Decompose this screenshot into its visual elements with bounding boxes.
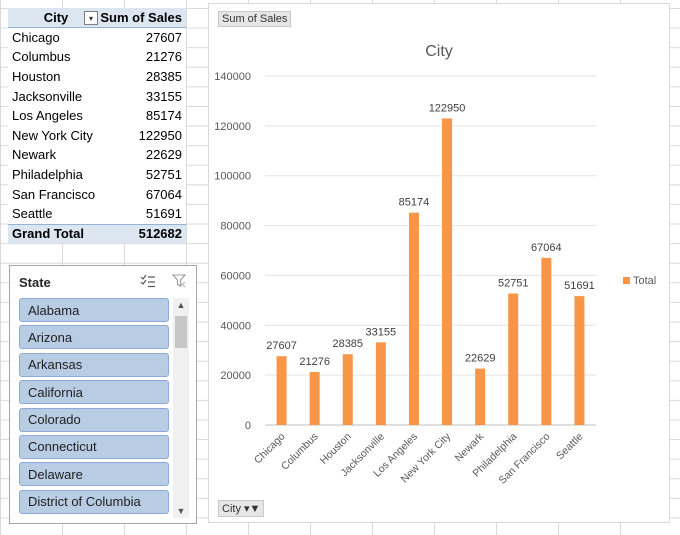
slicer-item[interactable]: California	[19, 380, 169, 405]
bar	[408, 212, 419, 425]
data-label: 52751	[498, 277, 529, 289]
data-label: 22629	[465, 353, 496, 365]
sum-of-sales-field-button[interactable]: Sum of Sales	[218, 11, 292, 27]
pivot-sales-cell: 33155	[145, 88, 182, 104]
bar	[508, 293, 519, 425]
bar	[442, 118, 453, 426]
slicer-item[interactable]: Arkansas	[19, 352, 169, 377]
pivot-city-cell: Los Angeles	[12, 108, 83, 124]
y-tick-label: 120000	[214, 121, 251, 133]
bar	[342, 354, 353, 425]
pivot-city-cell: Newark	[12, 147, 57, 163]
y-tick-label: 40000	[220, 320, 251, 332]
pivot-data-row: Seattle 51691	[8, 204, 186, 224]
data-label: 21276	[299, 356, 330, 368]
bar	[541, 257, 552, 425]
pivot-data-row: Newark 22629	[8, 145, 186, 165]
pivot-city-cell: Chicago	[12, 29, 60, 45]
pivot-data-row: New York City 122950	[8, 126, 186, 146]
legend-label: Total	[633, 275, 656, 287]
multi-select-icon[interactable]	[140, 274, 156, 291]
pivot-city-cell: Jacksonville	[12, 88, 83, 104]
y-tick-label: 0	[245, 420, 251, 432]
slicer-item[interactable]: District of Columbia	[19, 489, 169, 514]
pivot-sales-cell: 122950	[138, 127, 182, 143]
pivot-data-row: Los Angeles 85174	[8, 106, 186, 126]
slicer-header: State	[10, 266, 196, 298]
bar	[475, 368, 486, 425]
data-label: 51691	[564, 280, 595, 292]
pivot-city-cell: Philadelphia	[12, 167, 83, 183]
scrollbar-thumb[interactable]	[175, 316, 187, 348]
slicer-item[interactable]: Colorado	[19, 407, 169, 432]
scroll-down-icon[interactable]: ▼	[176, 506, 186, 516]
chart-title: City	[425, 43, 453, 60]
data-label: 67064	[531, 242, 562, 254]
data-label: 122950	[429, 103, 466, 115]
slicer-item[interactable]: Alabama	[19, 298, 169, 322]
pivot-sales-cell: 22629	[145, 147, 182, 163]
pivot-chart[interactable]: City 0 20000 40000 60000 80000 100000 120000 140…	[208, 3, 670, 523]
y-tick-label: 140000	[214, 71, 251, 83]
pivot-city-cell: Houston	[12, 69, 61, 85]
pivot-sales-cell: 28385	[145, 69, 182, 85]
grand-total-label: Grand Total	[12, 226, 84, 242]
data-label: 28385	[332, 338, 363, 350]
pivot-data-row: Chicago 27607	[8, 28, 186, 48]
pivot-city-cell: San Francisco	[12, 186, 96, 202]
grand-total-value: 512682	[138, 226, 182, 242]
data-label: 85174	[399, 197, 430, 209]
slicer-item[interactable]: Arizona	[19, 325, 169, 350]
pivot-city-cell: New York City	[12, 127, 93, 143]
bar-chart: City 0 20000 40000 60000 80000 100000 120000 140…	[214, 43, 656, 487]
pivot-sales-cell: 51691	[145, 206, 182, 222]
pivot-sales-cell: 52751	[145, 167, 182, 183]
filter-dropdown-icon[interactable]: ▾	[84, 11, 98, 25]
y-tick-label: 60000	[220, 270, 251, 282]
pivot-grand-total-row: Grand Total 512682	[8, 223, 186, 244]
pivot-sales-cell: 21276	[145, 49, 182, 65]
clear-filter-icon[interactable]	[171, 274, 187, 291]
slicer-title: State	[19, 274, 51, 290]
pivot-data-row: Columbus 21276	[8, 47, 186, 67]
pivot-sales-cell: 85174	[145, 108, 182, 124]
pivot-value-header: Sum of Sales	[100, 9, 182, 25]
state-slicer[interactable]: State Alabama Arizona Arkansas Calif	[9, 265, 197, 524]
legend-swatch	[623, 277, 630, 284]
slicer-scrollbar[interactable]: ▲ ▼	[173, 298, 189, 518]
bar	[375, 342, 386, 425]
scroll-up-icon[interactable]: ▲	[176, 300, 186, 310]
pivot-city-cell: Seattle	[12, 206, 53, 222]
data-label: 33155	[366, 326, 397, 338]
pivot-sales-cell: 67064	[145, 186, 182, 202]
city-field-button[interactable]: City ▾▼	[218, 500, 265, 517]
pivot-data-row: Houston 28385	[8, 67, 186, 87]
pivot-sales-cell: 27607	[145, 29, 182, 45]
bar	[276, 356, 287, 425]
pivot-header-row: City ▾ Sum of Sales	[8, 8, 186, 28]
bar	[574, 296, 585, 425]
pivot-data-row: Philadelphia 52751	[8, 165, 186, 185]
y-tick-label: 80000	[220, 221, 251, 233]
filter-dropdown-icon[interactable]: ▾▼	[243, 503, 261, 515]
y-tick-label: 100000	[214, 171, 251, 183]
y-tick-label: 20000	[220, 370, 251, 382]
bar	[309, 371, 320, 425]
x-tick-label: Seattle	[554, 431, 586, 463]
pivot-table: City ▾ Sum of Sales Chicago 27607 Columbus…	[8, 8, 186, 244]
pivot-row-label-header: City ▾	[8, 8, 100, 27]
pivot-data-row: Jacksonville 33155	[8, 86, 186, 106]
pivot-city-cell: Columbus	[12, 49, 71, 65]
pivot-data-row: San Francisco 67064	[8, 184, 186, 204]
slicer-item[interactable]: Delaware	[19, 462, 169, 487]
data-label: 27607	[266, 340, 297, 352]
slicer-item[interactable]: Connecticut	[19, 434, 169, 459]
